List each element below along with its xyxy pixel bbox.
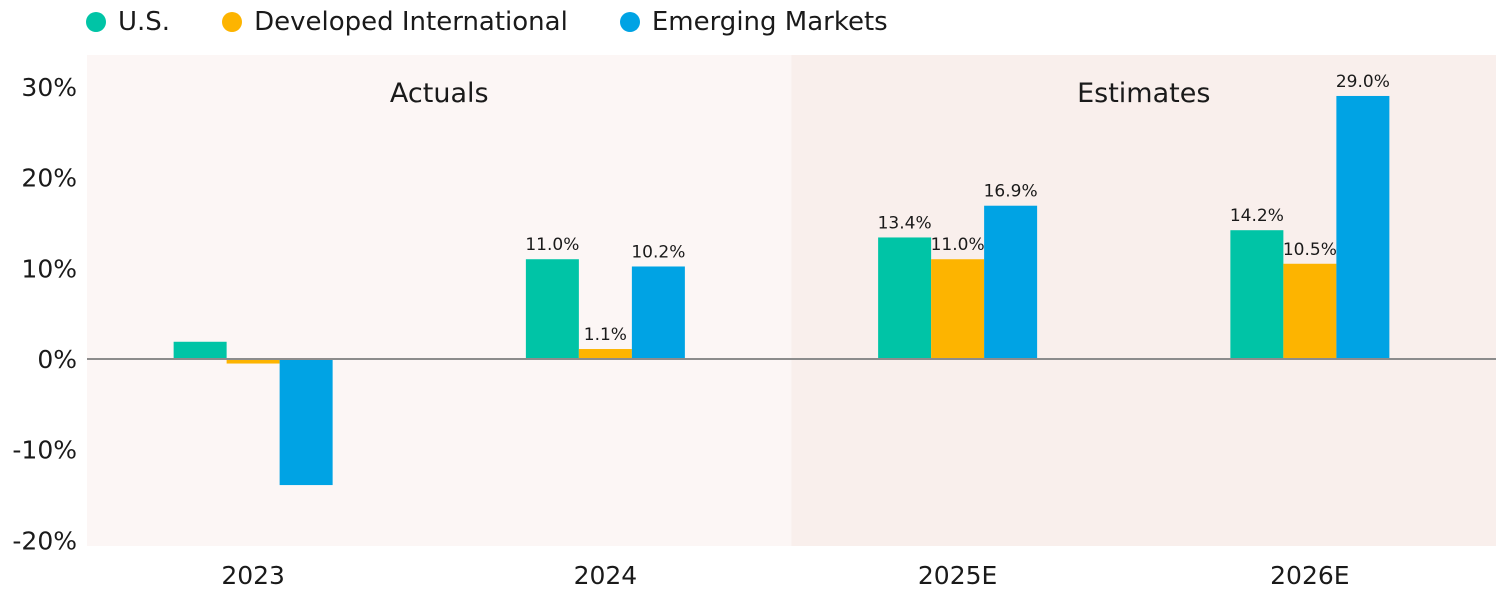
bar xyxy=(173,341,227,359)
data-label: 1.1% xyxy=(584,325,627,345)
legend-swatch xyxy=(619,12,640,32)
bar xyxy=(578,349,632,359)
data-label: 13.4% xyxy=(878,213,932,233)
bar xyxy=(878,237,932,359)
panel-label: Estimates xyxy=(1077,78,1210,109)
bar xyxy=(226,359,280,364)
y-tick-label: 20% xyxy=(21,164,77,193)
bar xyxy=(931,259,985,359)
panel-label: Actuals xyxy=(390,78,489,109)
y-tick-label: -10% xyxy=(12,436,77,465)
bar xyxy=(279,359,333,486)
data-label: 10.2% xyxy=(631,242,685,262)
data-label: 11.0% xyxy=(931,235,985,255)
data-label: 29.0% xyxy=(1336,72,1390,92)
bar xyxy=(631,266,685,359)
data-label: 14.2% xyxy=(1230,206,1284,226)
legend-item: U.S. xyxy=(86,7,170,37)
y-tick-label: 0% xyxy=(37,345,77,374)
x-tick-label: 2023 xyxy=(221,561,285,590)
legend-swatch xyxy=(86,12,106,32)
panel-background xyxy=(87,55,792,546)
y-tick-label: 10% xyxy=(21,254,77,283)
legend-label: Developed International xyxy=(254,7,568,37)
legend-label: U.S. xyxy=(118,7,171,37)
legend-label: Emerging Markets xyxy=(651,7,888,37)
x-tick-label: 2025E xyxy=(918,561,997,590)
bar xyxy=(1336,95,1390,359)
x-tick-label: 2024 xyxy=(574,561,638,590)
data-label: 11.0% xyxy=(525,235,579,255)
legend-item: Developed International xyxy=(222,7,568,37)
data-label: 16.9% xyxy=(984,182,1038,202)
y-tick-label: 30% xyxy=(21,73,77,102)
x-tick-label: 2026E xyxy=(1270,561,1349,590)
bar xyxy=(525,259,579,359)
data-label: 10.5% xyxy=(1283,240,1337,260)
bar xyxy=(1230,230,1284,359)
legend: U.S. Developed International Emerging Mark… xyxy=(86,4,940,40)
y-tick-label: -20% xyxy=(12,526,77,555)
legend-item: Emerging Markets xyxy=(619,7,888,37)
bar xyxy=(1283,263,1337,359)
bar xyxy=(984,205,1038,359)
legend-swatch xyxy=(222,12,243,32)
